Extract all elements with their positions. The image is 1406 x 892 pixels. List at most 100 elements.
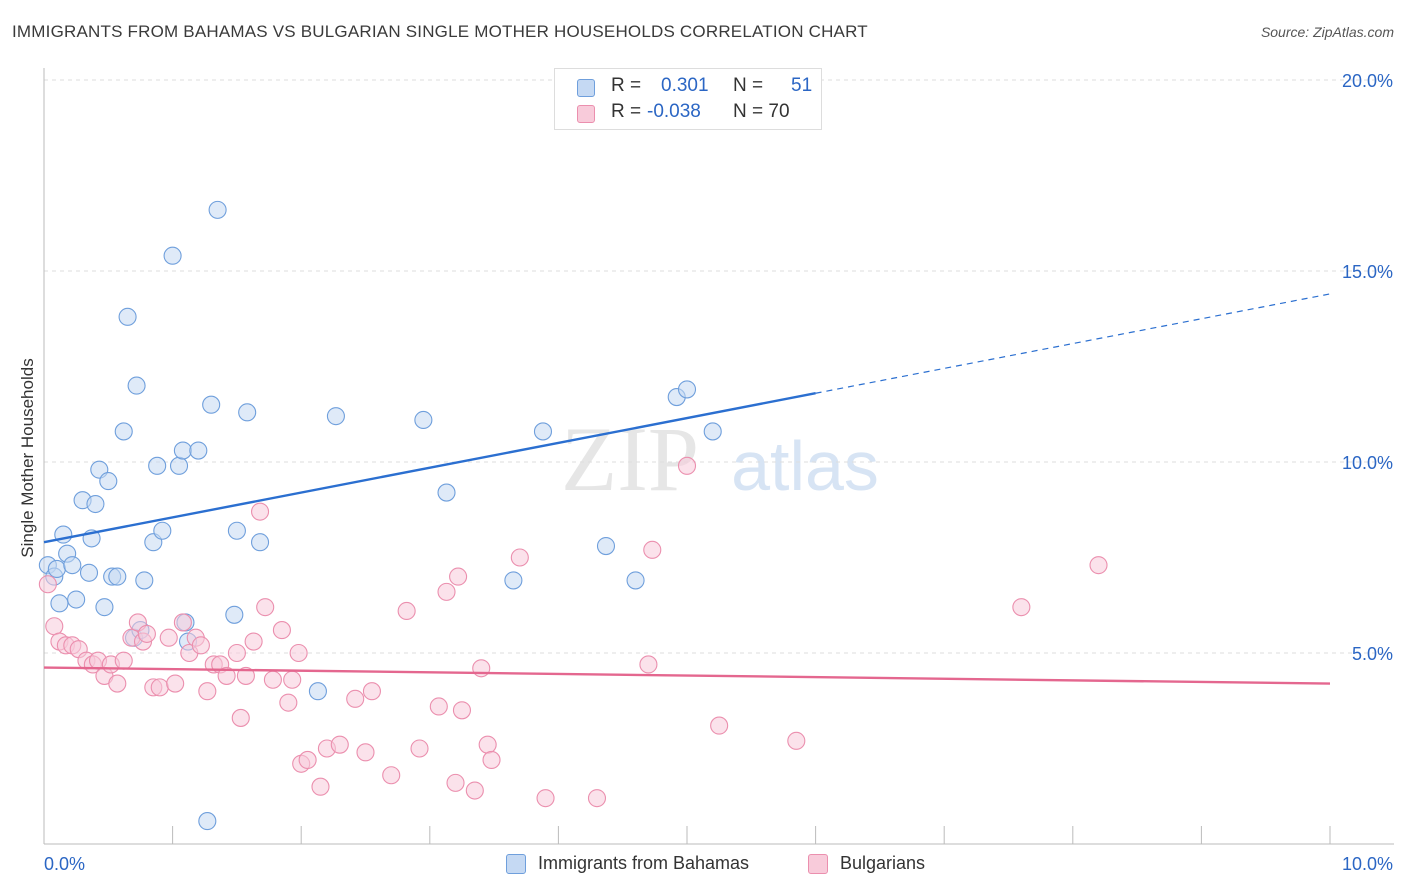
series-legend: Immigrants from Bahamas Bulgarians [0,852,1406,878]
point-bulgarians [1089,556,1108,575]
point-bahamas [79,563,99,582]
point-bulgarians [362,682,381,701]
point-bahamas [225,605,244,624]
point-bulgarians [311,777,330,796]
r-label: R = [611,75,642,96]
watermark-atlas: atlas [731,427,879,505]
point-bulgarians [283,670,302,689]
point-bahamas [238,403,257,422]
x-tick-label: 0.0% [44,854,85,874]
y-tick-label: 5.0% [1352,644,1393,664]
gridlines [44,79,1394,654]
point-bahamas [308,682,327,701]
point-bulgarians [263,670,282,689]
point-bulgarians [191,636,210,655]
trend-lines [43,293,1331,685]
legend-label-bulgarians: Bulgarians [840,853,926,873]
point-bulgarians [397,601,416,621]
point-bahamas [95,598,114,617]
point-bulgarians [114,651,133,670]
point-bulgarians [231,708,250,727]
point-bulgarians [173,613,192,632]
point-bulgarians [244,632,263,651]
point-bulgarians [587,789,607,808]
tick-labels: 5.0% 10.0% 15.0% 20.0% 0.0% 10.0% [44,71,1393,874]
point-bahamas [63,556,82,575]
y-tick-label: 10.0% [1342,453,1393,473]
watermark-zip: ZIP [561,408,699,510]
point-bahamas [596,536,616,556]
point-bulgarians [279,693,298,712]
point-bahamas [533,422,553,441]
watermark: ZIP atlas [561,408,879,510]
point-bahamas [169,456,189,475]
n-value: 51 [791,75,813,96]
n-label: N = 70 [733,101,790,122]
point-bahamas [326,407,345,426]
point-bahamas [118,307,137,326]
point-bulgarians [639,655,658,674]
point-bulgarians [510,548,529,567]
trend-line-bahamas-extension [815,293,1331,394]
point-bahamas [86,494,105,514]
point-bulgarians [1012,598,1031,617]
point-bulgarians [198,682,217,701]
legend-label-bahamas: Immigrants from Bahamas [538,853,750,873]
point-bulgarians [236,666,255,685]
point-bahamas [108,567,127,586]
chart-source: Source: ZipAtlas.com [1260,24,1394,40]
point-bulgarians [452,701,472,720]
point-bulgarians [382,766,401,785]
point-bulgarians [710,716,729,735]
point-bulgarians [787,731,806,750]
point-bulgarians [272,621,291,640]
point-bahamas [148,456,167,475]
point-bulgarians [289,643,308,663]
stats-swatch-bahamas [577,79,595,97]
point-bulgarians [356,743,375,762]
point-bahamas [189,441,208,460]
point-bulgarians [478,735,497,754]
point-bulgarians [227,643,246,663]
x-tick-label: 10.0% [1342,854,1393,874]
point-bahamas [198,812,217,831]
trend-line-bulgarians [43,666,1331,685]
point-bulgarians [677,456,697,475]
n-label: N = [733,75,764,96]
y-axis-label: Single Mother Households [18,358,37,558]
legend-swatch-bahamas [506,854,526,874]
r-value: -0.038 [647,101,701,122]
point-bulgarians [437,582,456,601]
point-bulgarians [429,697,448,716]
point-bulgarians [346,689,365,708]
point-bulgarians [536,789,555,808]
point-bahamas [50,594,69,613]
r-value: 0.301 [661,75,709,96]
axes [43,68,1394,845]
point-bahamas [703,422,722,441]
y-tick-label: 20.0% [1342,71,1393,91]
trend-line-bahamas [43,392,816,544]
chart-title: IMMIGRANTS FROM BAHAMAS VS BULGARIAN SIN… [12,22,868,41]
point-bahamas [153,521,172,540]
point-bahamas [227,521,246,540]
point-bahamas [202,395,221,414]
stats-legend: R = 0.301 N = 51 R = -0.038 N = 70 [554,68,822,130]
r-label: R = [611,101,642,122]
scatter-points [38,105,1108,831]
point-bahamas [437,483,456,502]
legend-swatch-bulgarians [808,854,828,874]
point-bahamas [135,571,154,590]
point-bulgarians [465,781,484,800]
point-bulgarians [298,750,317,770]
point-bahamas [114,422,133,441]
stats-swatch-bulgarians [577,105,595,123]
point-bahamas [626,571,645,590]
point-bulgarians [446,773,465,792]
point-bulgarians [108,674,127,693]
point-bulgarians [256,598,275,617]
point-bahamas [127,376,146,395]
point-bahamas [208,200,227,219]
point-bahamas [99,472,118,491]
